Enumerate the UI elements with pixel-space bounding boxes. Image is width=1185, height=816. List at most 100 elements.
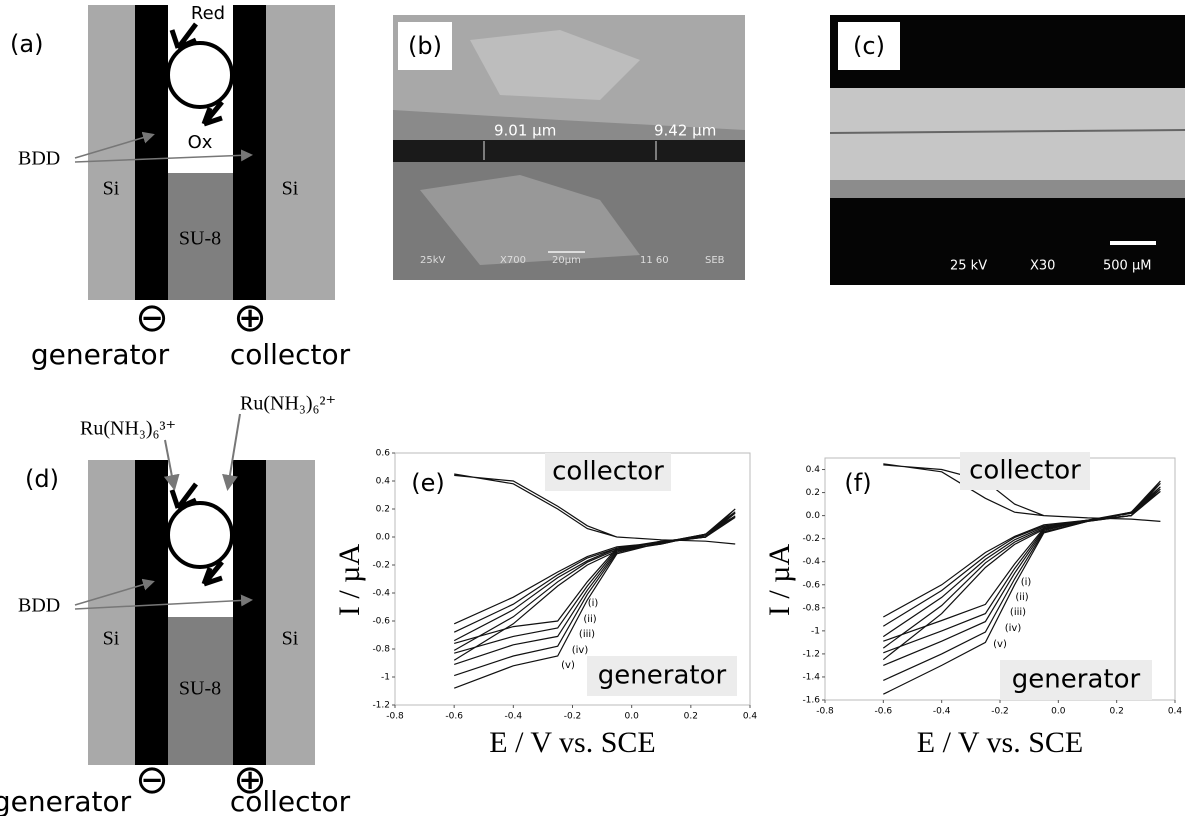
- label: Ox: [188, 132, 213, 153]
- electrode: [233, 460, 266, 765]
- y-axis-label: I / µA: [333, 544, 366, 617]
- label: Ru(NH₃)₆³⁺: [80, 418, 176, 440]
- electrode: [233, 5, 266, 300]
- y-tick-label: -1.6: [802, 696, 820, 706]
- series-label: (i): [1021, 577, 1032, 588]
- chart: 0.60.40.20.0-0.2-0.4-0.6-0.8-1-1.2-0.8-0…: [333, 449, 758, 759]
- label: 500 µM: [1103, 259, 1151, 274]
- series-label: (v): [561, 660, 575, 671]
- x-tick-label: 0.4: [1168, 707, 1183, 717]
- y-tick-label: 0.4: [376, 477, 391, 487]
- panel-label: (b): [408, 32, 442, 60]
- x-tick-label: -0.4: [933, 707, 951, 717]
- label: generator: [0, 785, 132, 816]
- x-tick-label: 0.2: [684, 712, 698, 722]
- x-tick-label: -0.2: [564, 712, 582, 722]
- label: Si: [282, 178, 299, 200]
- y-tick-label: -1.2: [372, 701, 390, 711]
- x-tick-label: -0.6: [445, 712, 463, 722]
- y-tick-label: -1.4: [802, 672, 820, 682]
- panel-label: (a): [10, 30, 43, 58]
- label: 25kV: [420, 255, 446, 266]
- y-tick-label: -0.4: [802, 557, 820, 567]
- label: Si: [103, 628, 120, 650]
- y-tick-label: -1.2: [802, 649, 820, 659]
- y-tick-label: -0.4: [372, 589, 390, 599]
- x-tick-label: -0.6: [875, 707, 893, 717]
- label: 9.01 µm: [494, 122, 556, 140]
- x-axis-label: E / V vs. SCE: [489, 726, 655, 759]
- y-tick-label: -0.2: [802, 534, 820, 544]
- series-label: (v): [993, 639, 1007, 650]
- edge: [830, 180, 1185, 198]
- y-tick-label: 0.0: [806, 511, 821, 521]
- x-axis-label: E / V vs. SCE: [917, 726, 1083, 759]
- annotation: generator: [1012, 665, 1141, 695]
- series-label: (ii): [1015, 592, 1028, 603]
- series-label: (i): [588, 598, 599, 609]
- label: 11 60: [640, 255, 669, 266]
- series-label: (iv): [572, 645, 589, 656]
- y-tick-label: -1: [811, 626, 820, 636]
- label: SU-8: [179, 678, 221, 700]
- y-tick-label: -0.8: [372, 645, 390, 655]
- label: collector: [230, 338, 351, 371]
- series-label: (iii): [579, 629, 595, 640]
- x-tick-label: 0.0: [1051, 707, 1066, 717]
- series-label: (iii): [1010, 607, 1026, 618]
- label: Ru(NH₃)₆²⁺: [240, 393, 336, 415]
- panel-a: (a) Red Ox BDD Si Si SU-8 ⊖ ⊕ generator …: [10, 3, 351, 371]
- y-tick-label: -0.8: [802, 603, 820, 613]
- x-tick-label: -0.8: [816, 707, 834, 717]
- polarity: ⊕: [233, 295, 267, 341]
- y-tick-label: 0.2: [376, 505, 390, 515]
- chart: 0.40.20.0-0.2-0.4-0.6-0.8-1-1.2-1.4-1.6-…: [763, 452, 1183, 759]
- panel-label: (c): [853, 32, 885, 60]
- y-tick-label: 0.4: [806, 465, 821, 475]
- x-tick-label: 0.4: [743, 712, 758, 722]
- label: BDD: [18, 148, 60, 170]
- label: collector: [230, 785, 351, 816]
- label: X700: [500, 255, 526, 266]
- series-label: (iv): [1005, 623, 1022, 634]
- annotation: collector: [969, 456, 1081, 486]
- panel-label: (d): [25, 465, 59, 493]
- y-tick-label: 0.6: [376, 449, 391, 459]
- series-label: (ii): [583, 614, 596, 625]
- panel-label: (e): [411, 469, 445, 497]
- band: [830, 88, 1185, 180]
- channel: [168, 460, 233, 617]
- y-tick-label: -0.6: [372, 617, 390, 627]
- label: X30: [1030, 259, 1055, 274]
- electrode: [135, 460, 168, 765]
- label: Red: [191, 3, 225, 24]
- panel-c: (c) 25 kV X30 500 µM: [830, 15, 1185, 285]
- y-tick-label: 0.0: [376, 533, 391, 543]
- panel-d: (d) Ru(NH₃)₆³⁺ Ru(NH₃)₆²⁺ BDD Si Si SU-8…: [0, 393, 351, 816]
- label: Si: [103, 178, 120, 200]
- label: generator: [31, 338, 170, 371]
- label: 9.42 µm: [654, 122, 716, 140]
- polarity: ⊖: [135, 295, 169, 341]
- panel-b: (b) 9.01 µm 9.42 µm 25kV X700 20µm 11 60…: [393, 15, 745, 280]
- x-tick-label: 0.0: [625, 712, 640, 722]
- panel-label: (f): [844, 469, 871, 497]
- annotation: generator: [598, 661, 727, 691]
- label: BDD: [18, 595, 60, 617]
- y-tick-label: 0.2: [806, 488, 820, 498]
- y-tick-label: -0.6: [802, 580, 820, 590]
- figure: (a) Red Ox BDD Si Si SU-8 ⊖ ⊕ generator …: [0, 0, 1185, 816]
- annotation: collector: [552, 457, 664, 487]
- y-axis-label: I / µA: [763, 544, 796, 617]
- label: 25 kV: [950, 259, 987, 274]
- y-tick-label: -0.2: [372, 561, 390, 571]
- x-tick-label: -0.8: [386, 712, 404, 722]
- label: SEB: [705, 255, 725, 266]
- label: 20µm: [552, 255, 581, 266]
- y-tick-label: -1: [381, 673, 390, 683]
- polarity: ⊖: [135, 757, 169, 803]
- electrode: [135, 5, 168, 300]
- label: SU-8: [179, 228, 221, 250]
- gap: [393, 140, 745, 162]
- x-tick-label: 0.2: [1110, 707, 1124, 717]
